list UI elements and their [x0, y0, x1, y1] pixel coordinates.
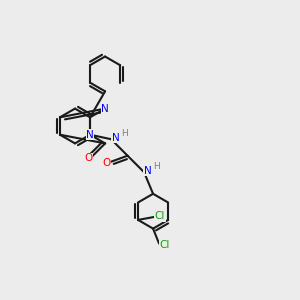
Text: N: N	[101, 103, 109, 114]
Text: O: O	[102, 158, 111, 168]
Text: H: H	[153, 162, 160, 171]
Text: N: N	[112, 133, 119, 143]
Text: N: N	[86, 130, 94, 140]
Text: Cl: Cl	[159, 240, 170, 250]
Text: H: H	[121, 129, 128, 138]
Text: Cl: Cl	[155, 211, 165, 221]
Text: N: N	[144, 166, 152, 176]
Text: O: O	[84, 153, 92, 164]
